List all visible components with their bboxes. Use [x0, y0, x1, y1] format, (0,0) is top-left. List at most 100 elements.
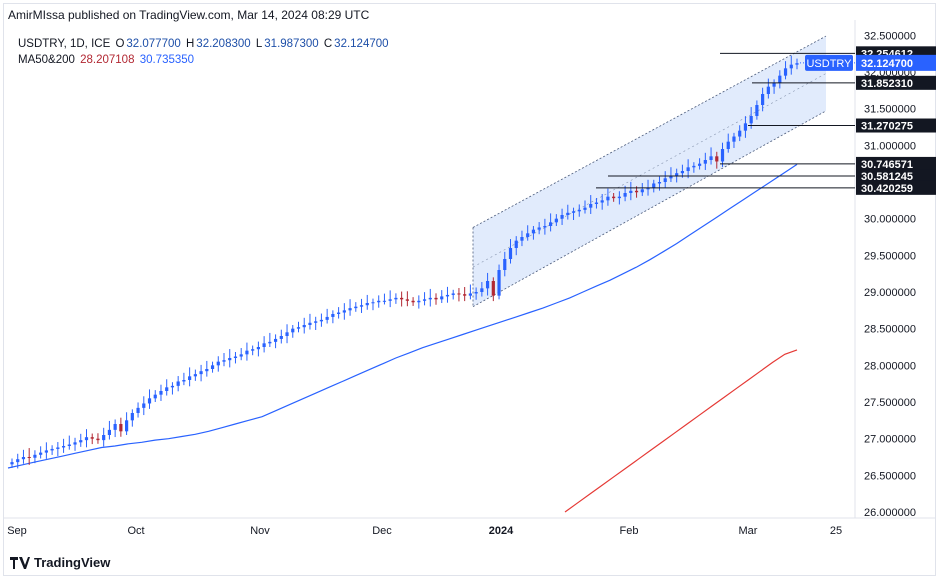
price-level-tag	[856, 169, 936, 184]
price-level-value: 30.420259	[861, 183, 913, 195]
candle-body	[692, 165, 696, 168]
candle-body	[417, 300, 421, 303]
candle-body	[526, 233, 530, 237]
candle-body	[325, 316, 329, 320]
candle-body	[583, 207, 587, 210]
candle-body	[697, 163, 702, 166]
y-tick-label: 29.000000	[864, 287, 916, 299]
candle-body	[285, 332, 289, 336]
candle-body	[766, 86, 770, 94]
candle-body	[279, 336, 283, 339]
candle-body	[675, 173, 679, 177]
candle-body	[382, 300, 387, 302]
candle-body	[508, 248, 513, 259]
candle-body	[715, 156, 719, 162]
candle-body	[176, 381, 180, 386]
y-tick-label: 26.500000	[864, 470, 916, 482]
candle-body	[457, 293, 461, 295]
candle-body	[377, 300, 381, 303]
y-tick-label: 27.000000	[864, 434, 916, 446]
candle-body	[686, 167, 690, 171]
x-tick-label: 2024	[489, 525, 514, 537]
price-level-tag	[856, 118, 936, 133]
candle-body	[411, 300, 415, 303]
current-price-tag	[856, 54, 936, 71]
regression-channel	[473, 36, 826, 307]
candle-body	[594, 202, 599, 204]
candle-body	[497, 270, 501, 296]
candle-body	[646, 187, 650, 190]
candle-body	[119, 424, 123, 432]
candle-body	[142, 403, 146, 408]
candle-body	[319, 319, 324, 322]
price-level-value: 30.746571	[861, 159, 913, 171]
candle-body	[84, 437, 89, 441]
ma-label[interactable]: MA50&200	[18, 54, 75, 66]
y-tick-label: 26.000000	[864, 507, 916, 519]
candle-body	[21, 457, 26, 460]
candle-body	[394, 297, 398, 300]
candle-body	[251, 349, 255, 351]
candle-body	[537, 227, 541, 230]
y-tick-label: 28.000000	[864, 360, 916, 372]
x-tick-label: Nov	[250, 525, 270, 537]
candle-body	[491, 281, 495, 296]
candle-body	[159, 391, 163, 395]
candle-body	[445, 294, 450, 297]
candle-body	[27, 457, 31, 458]
candle-body	[531, 229, 536, 234]
candle-body	[268, 341, 272, 344]
price-level-value: 31.852310	[861, 78, 913, 90]
low-value: 31.987300	[264, 38, 319, 50]
channel-upper-line	[472, 35, 827, 228]
candle-body	[331, 314, 335, 317]
candle-body	[262, 343, 266, 347]
candle-body	[669, 176, 673, 179]
candle-body	[566, 212, 570, 215]
candle-body	[743, 123, 748, 131]
candle-body	[348, 308, 352, 311]
candle-body	[273, 338, 278, 342]
price-level-value: 30.581245	[861, 171, 913, 183]
candle-body	[755, 105, 759, 116]
candle-body	[640, 189, 644, 193]
candle-body	[188, 376, 192, 380]
candle-body	[400, 297, 404, 300]
candle-body	[428, 297, 432, 300]
candle-body	[96, 438, 100, 441]
x-tick-label: Mar	[739, 525, 758, 537]
ma200-line	[564, 349, 798, 513]
candle-body	[738, 130, 742, 137]
candle-body	[10, 462, 14, 465]
current-price-value: 32.124700	[861, 58, 913, 70]
open-label: O	[115, 38, 125, 50]
symbol-line[interactable]: USDTRY, 1D, ICE	[18, 38, 111, 50]
candle-body	[514, 240, 518, 248]
symbol-tag	[805, 54, 853, 71]
symbol-tag-label: USDTRY	[806, 58, 852, 70]
candle-body	[245, 350, 249, 355]
candle-body	[554, 218, 558, 223]
y-tick-label: 32.500000	[864, 30, 916, 42]
candle-body	[571, 211, 576, 213]
candle-body	[634, 190, 639, 193]
ma50-value: 28.207108	[80, 54, 135, 66]
candle-body	[136, 407, 140, 413]
candle-body	[503, 259, 507, 270]
candle-body	[720, 149, 725, 162]
price-level-tag	[856, 156, 936, 171]
candle-body	[61, 446, 66, 448]
y-tick-label: 27.500000	[864, 397, 916, 409]
tradingview-logo[interactable]: TradingView	[10, 555, 110, 570]
y-tick-label: 31.000000	[864, 140, 916, 152]
candle-body	[153, 394, 157, 399]
brand-name: TradingView	[34, 555, 111, 570]
candle-body	[291, 328, 295, 333]
low-label: L	[255, 38, 263, 50]
channel-mid-line	[472, 73, 827, 268]
candle-body	[789, 64, 793, 69]
price-level-value: 31.270275	[861, 121, 913, 133]
